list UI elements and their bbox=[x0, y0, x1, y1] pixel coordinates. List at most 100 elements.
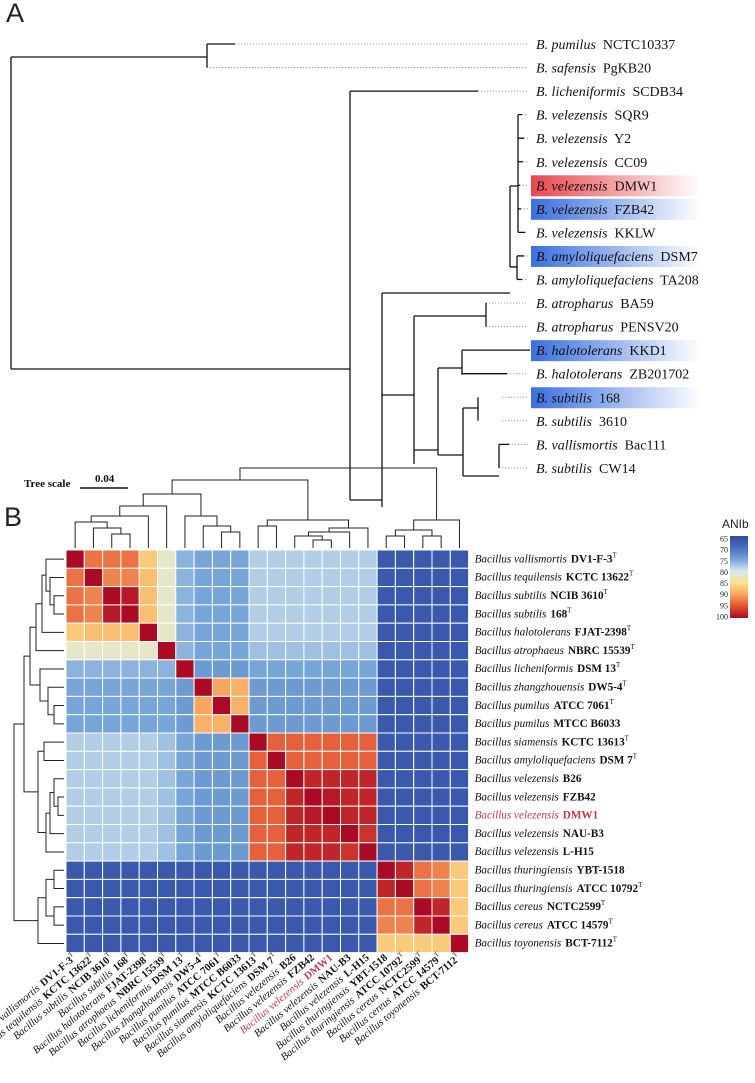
heatmap-cell bbox=[102, 769, 122, 789]
heatmap-cell bbox=[266, 567, 287, 588]
heatmap-cell bbox=[102, 933, 122, 954]
heatmap-cell bbox=[211, 677, 232, 697]
heatmap-cell bbox=[230, 549, 250, 569]
heatmap-cell bbox=[394, 769, 415, 789]
heatmap-cell bbox=[193, 878, 213, 899]
heatmap-cell bbox=[102, 750, 122, 771]
ani-heatmap: Bacillus vallismortis DV1-F-3T Bacillus te… bbox=[0, 467, 643, 1063]
tree-leaf-label: B. halotolerans KKD1 bbox=[536, 344, 667, 359]
heatmap-cell bbox=[431, 769, 451, 789]
heatmap-cell bbox=[193, 622, 213, 643]
heatmap-cell bbox=[157, 915, 177, 935]
heatmap-cell bbox=[102, 659, 122, 679]
heatmap-cell bbox=[248, 750, 268, 771]
heatmap-cell bbox=[376, 641, 396, 661]
heatmap-cell bbox=[120, 933, 140, 954]
heatmap-cell bbox=[321, 586, 342, 606]
heatmap-cell bbox=[321, 787, 342, 807]
heatmap-cell bbox=[120, 732, 140, 752]
heatmap-cell bbox=[120, 805, 140, 826]
heatmap-cell bbox=[230, 732, 250, 752]
heatmap-cell bbox=[413, 604, 433, 624]
heatmap-cell bbox=[303, 842, 323, 862]
heatmap-cell bbox=[138, 824, 158, 844]
heatmap-cell bbox=[266, 787, 287, 807]
heatmap-cell bbox=[193, 604, 213, 624]
heatmap-cell bbox=[230, 622, 250, 643]
heatmap-cell bbox=[285, 659, 305, 679]
tree-leaf-label: B. velezensis SQR9 bbox=[536, 109, 649, 124]
heatmap-cell bbox=[358, 641, 378, 661]
heatmap-cell bbox=[211, 842, 232, 862]
heatmap-cell bbox=[449, 677, 470, 697]
heatmap-cell bbox=[230, 567, 250, 588]
heatmap-cell bbox=[303, 933, 323, 954]
heatmap-cell bbox=[65, 677, 85, 697]
heatmap-cell bbox=[230, 915, 250, 935]
heatmap-cell bbox=[248, 805, 268, 826]
tree-leaf-label: B. atropharus PENSV20 bbox=[536, 321, 679, 336]
heatmap-cell bbox=[340, 787, 360, 807]
heatmap-cell bbox=[175, 824, 195, 844]
heatmap-cell bbox=[449, 915, 470, 935]
heatmap-cell bbox=[83, 586, 104, 606]
heatmap-cell bbox=[449, 769, 470, 789]
heatmap-cell bbox=[285, 824, 305, 844]
tree-leaf-label: B. amyloliquefaciens DSM7 bbox=[536, 250, 698, 265]
leaf-highlight-dsm7 bbox=[531, 245, 701, 267]
heatmap-cell bbox=[193, 897, 213, 917]
heatmap-cell bbox=[120, 915, 140, 935]
heatmap-cell bbox=[120, 842, 140, 862]
heatmap-cell bbox=[65, 915, 85, 935]
heatmap-cell bbox=[358, 860, 378, 880]
heatmap-cell bbox=[413, 897, 433, 917]
heatmap-cell bbox=[120, 714, 140, 734]
heatmap-cell bbox=[449, 787, 470, 807]
heatmap-cell bbox=[376, 695, 396, 716]
heatmap-cell bbox=[138, 769, 158, 789]
heatmap-cell bbox=[358, 824, 378, 844]
leaf-highlight-168 bbox=[531, 387, 701, 409]
heatmap-cell bbox=[102, 732, 122, 752]
heatmap-cell bbox=[413, 567, 433, 588]
heatmap-cell bbox=[413, 878, 433, 899]
heatmap-cell bbox=[394, 878, 415, 899]
heatmap-cell bbox=[175, 878, 195, 899]
heatmap-cell bbox=[394, 842, 415, 862]
heatmap-cell bbox=[303, 915, 323, 935]
heatmap-row-label: Bacillus thuringiensis YBT-1518 bbox=[475, 865, 625, 877]
heatmap-row-label: Bacillus atrophaeus NBRC 15539T bbox=[475, 643, 636, 657]
heatmap-cell bbox=[157, 604, 177, 624]
heatmap-cell bbox=[358, 805, 378, 826]
heatmap-cell bbox=[65, 824, 85, 844]
heatmap-cell bbox=[358, 787, 378, 807]
heatmap-cell bbox=[65, 805, 85, 826]
tree-scale-value: 0.04 bbox=[95, 473, 115, 485]
heatmap-cell bbox=[248, 933, 268, 954]
heatmap-cell bbox=[413, 805, 433, 826]
heatmap-cell bbox=[431, 750, 451, 771]
tree-leaf-label: B. licheniformis SCDB34 bbox=[536, 85, 683, 100]
heatmap-cell bbox=[358, 732, 378, 752]
heatmap-cell bbox=[285, 732, 305, 752]
heatmap-cell bbox=[102, 622, 122, 643]
heatmap-cell bbox=[211, 567, 232, 588]
heatmap-cell bbox=[303, 659, 323, 679]
heatmap-cell bbox=[303, 641, 323, 661]
heatmap-cell bbox=[83, 732, 104, 752]
heatmap-cell bbox=[193, 659, 213, 679]
heatmap-cell bbox=[248, 769, 268, 789]
heatmap-cell bbox=[285, 604, 305, 624]
heatmap-cell bbox=[431, 695, 451, 716]
anib-legend: ANIb 65 70 75 80 85 90 95 100 bbox=[716, 517, 749, 622]
heatmap-cell bbox=[230, 677, 250, 697]
heatmap-cell bbox=[193, 860, 213, 880]
heatmap-cell bbox=[157, 787, 177, 807]
heatmap-cell bbox=[376, 622, 396, 643]
heatmap-cell bbox=[193, 805, 213, 826]
panel-b-label: B bbox=[4, 502, 22, 532]
heatmap-cell bbox=[394, 732, 415, 752]
legend-tick: 80 bbox=[720, 568, 728, 577]
heatmap-cell bbox=[102, 549, 122, 569]
